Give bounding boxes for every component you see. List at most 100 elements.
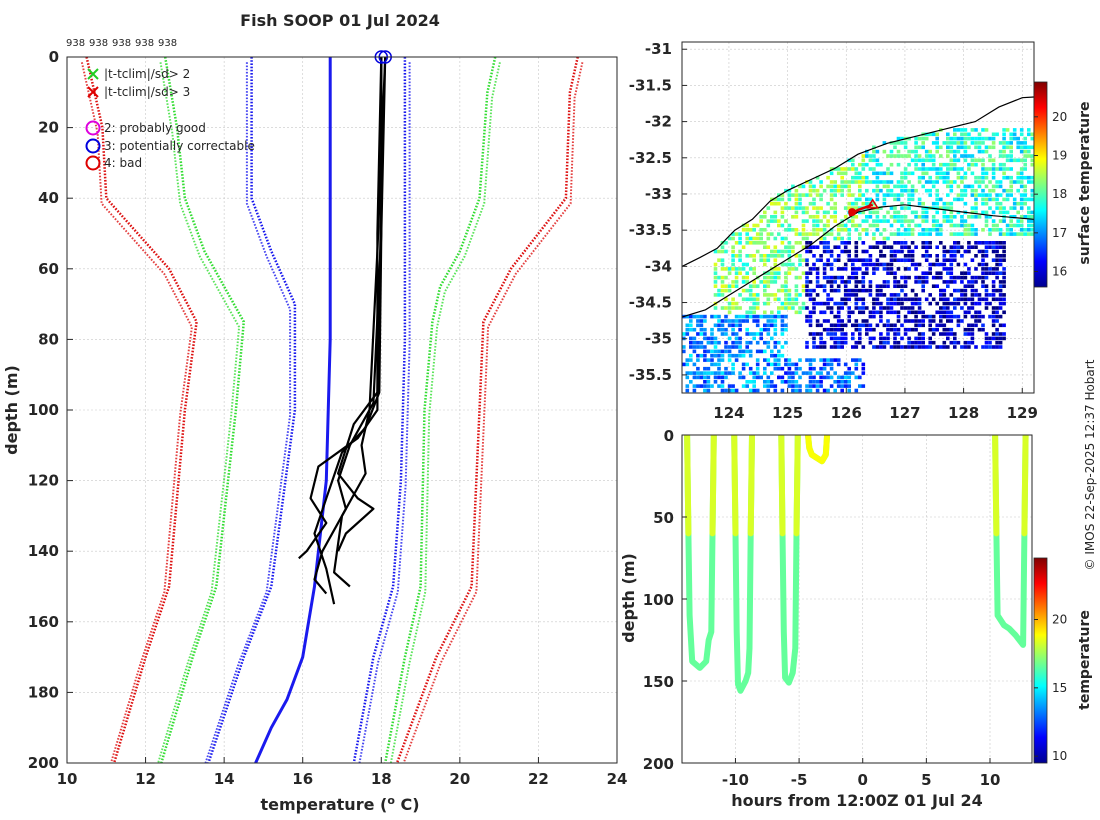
map-sst-cell bbox=[794, 388, 799, 393]
map-sst-cell bbox=[963, 310, 968, 315]
map-sst-cell bbox=[889, 149, 894, 154]
map-sst-cell bbox=[928, 245, 932, 249]
map-sst-cell bbox=[699, 371, 704, 375]
map-sst-cell bbox=[815, 332, 820, 336]
map-sst-cell bbox=[1009, 141, 1013, 145]
map-sst-cell bbox=[991, 241, 996, 245]
map-sst-cell bbox=[826, 327, 830, 332]
map-sst-cell bbox=[752, 332, 756, 336]
map-sst-cell bbox=[854, 288, 859, 293]
map-sst-cell bbox=[865, 149, 869, 154]
map-sst-cell bbox=[710, 371, 714, 375]
map-sst-cell bbox=[763, 215, 767, 219]
map-sst-cell bbox=[868, 336, 873, 341]
copyright-text: © IMOS 22-Sep-2025 12:37 Hobart bbox=[1083, 359, 1097, 570]
map-sst-cell bbox=[805, 280, 809, 284]
map-sst-cell bbox=[713, 353, 718, 358]
map-sst-cell bbox=[685, 375, 690, 380]
map-sst-cell bbox=[710, 314, 714, 319]
map-sst-cell bbox=[963, 340, 968, 345]
map-sst-cell bbox=[738, 267, 742, 271]
map-sst-cell bbox=[935, 210, 939, 215]
map-sst-cell bbox=[907, 228, 911, 232]
profile-xtick-label: 22 bbox=[528, 770, 549, 788]
map-sst-cell bbox=[773, 267, 778, 271]
map-sst-cell bbox=[988, 145, 992, 150]
map-sst-cell bbox=[710, 336, 714, 341]
map-sst-cell bbox=[836, 380, 841, 384]
map-sst-cell bbox=[974, 215, 978, 219]
map-sst-cell bbox=[939, 271, 943, 275]
map-sst-cell bbox=[763, 340, 767, 345]
map-sst-cell bbox=[995, 275, 999, 280]
map-sst-cell bbox=[1002, 175, 1006, 180]
map-sst-cell bbox=[1002, 310, 1006, 315]
map-sst-cell bbox=[995, 327, 999, 332]
map-sst-cell bbox=[924, 171, 929, 176]
map-sst-cell bbox=[822, 262, 827, 267]
map-sst-cell bbox=[928, 180, 932, 184]
map-sst-cell bbox=[794, 193, 799, 197]
map-sst-cell bbox=[833, 380, 837, 384]
map-sst-cell bbox=[703, 349, 707, 354]
map-sst-cell bbox=[970, 128, 975, 132]
map-sst-cell bbox=[805, 319, 809, 323]
map-sst-cell bbox=[1002, 145, 1006, 150]
map-sst-cell bbox=[998, 280, 1003, 284]
map-sst-cell bbox=[946, 184, 950, 189]
map-sst-cell bbox=[780, 375, 785, 380]
map-sst-cell bbox=[773, 201, 778, 206]
map-sst-cell bbox=[808, 241, 813, 245]
map-sst-cell bbox=[815, 280, 820, 284]
map-sst-cell bbox=[773, 262, 778, 267]
map-sst-cell bbox=[889, 327, 894, 332]
map-sst-cell bbox=[907, 254, 911, 258]
map-sst-cell bbox=[840, 340, 844, 345]
map-sst-cell bbox=[833, 180, 837, 184]
map-sst-cell bbox=[882, 245, 887, 249]
map-sst-cell bbox=[949, 223, 954, 228]
map-sst-cell bbox=[974, 245, 978, 249]
map-sst-cell bbox=[703, 327, 707, 332]
map-sst-cell bbox=[727, 349, 732, 354]
map-sst-cell bbox=[865, 162, 869, 167]
map-sst-cell bbox=[829, 375, 834, 380]
map-sst-cell bbox=[910, 319, 915, 323]
map-sst-cell bbox=[935, 262, 939, 267]
map-xtick-label: 124 bbox=[713, 404, 744, 422]
map-sst-cell bbox=[931, 158, 936, 163]
map-sst-cell bbox=[1023, 188, 1027, 193]
map-sst-cell bbox=[903, 275, 908, 280]
map-sst-cell bbox=[822, 245, 827, 249]
map-sst-cell bbox=[752, 223, 756, 228]
map-sst-cell bbox=[1016, 210, 1020, 215]
map-sst-cell bbox=[886, 184, 890, 189]
map-sst-cell bbox=[1019, 180, 1024, 184]
map-sst-cell bbox=[1009, 132, 1013, 137]
map-sst-cell bbox=[946, 249, 950, 254]
map-sst-cell bbox=[882, 293, 887, 297]
map-sst-cell bbox=[910, 188, 915, 193]
map-sst-cell bbox=[851, 288, 855, 293]
map-sst-cell bbox=[977, 301, 982, 306]
map-sst-cell bbox=[875, 193, 880, 197]
map-sst-cell bbox=[977, 141, 982, 145]
map-sst-cell bbox=[970, 210, 975, 215]
map-sst-cell bbox=[886, 271, 890, 275]
map-sst-cell bbox=[777, 353, 781, 358]
map-sst-cell bbox=[872, 145, 876, 150]
map-sst-cell bbox=[960, 245, 964, 249]
map-sst-cell bbox=[748, 228, 753, 232]
map-sst-cell bbox=[808, 366, 813, 371]
map-sst-cell bbox=[755, 301, 760, 306]
map-sst-cell bbox=[900, 258, 904, 262]
legend-entry-label: 2: probably good bbox=[104, 121, 206, 135]
map-sst-cell bbox=[738, 306, 742, 310]
map-sst-cell bbox=[738, 340, 742, 345]
map-sst-cell bbox=[773, 345, 778, 349]
map-sst-cell bbox=[812, 184, 816, 189]
map-sst-cell bbox=[724, 306, 728, 310]
map-sst-cell bbox=[794, 310, 799, 315]
map-sst-cell bbox=[840, 375, 844, 380]
map-sst-cell bbox=[953, 158, 957, 163]
